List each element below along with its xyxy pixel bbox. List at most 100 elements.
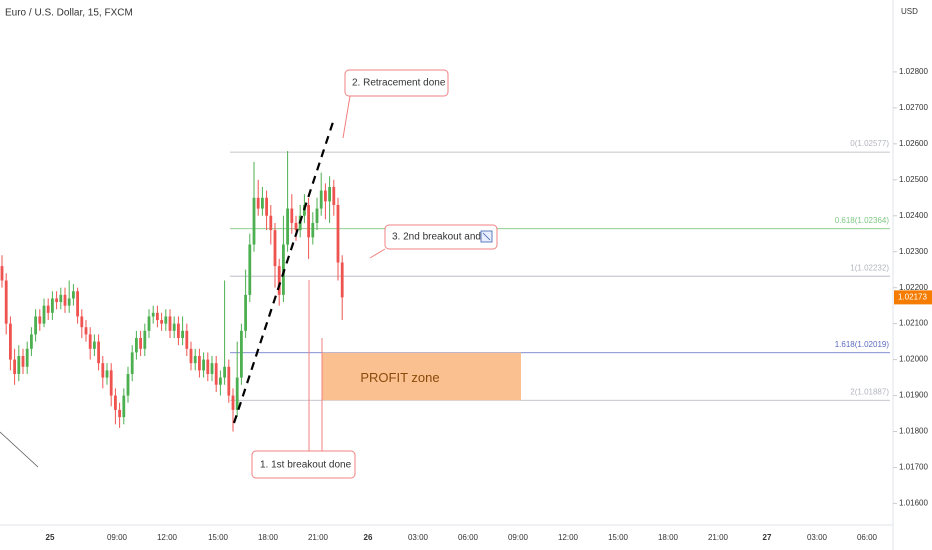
candle-body (324, 190, 327, 202)
callout-box (344, 69, 449, 97)
y-tick-label: 1.02500 (899, 175, 928, 184)
candle-body (248, 244, 252, 295)
fib-label: 1(1.02232) (850, 263, 889, 272)
callout-pointer (369, 248, 386, 259)
candle-body (30, 334, 33, 349)
y-tick-label: 1.01900 (899, 391, 928, 400)
candle-body (340, 262, 344, 298)
x-tick-label: 25 (46, 533, 55, 542)
candle-body (261, 197, 264, 209)
callout-text: 1. 1st breakout done (260, 460, 352, 471)
candle-body (67, 298, 71, 306)
x-tick-label: 21:00 (308, 533, 329, 542)
fib-label: 0.618(1.02364) (835, 216, 890, 225)
candle-body (25, 348, 29, 367)
candle-body (21, 355, 25, 367)
candle-body (307, 204, 310, 238)
candle-body (17, 355, 21, 374)
callout-text: 3. 2nd breakout and (392, 232, 481, 243)
candle-body (0, 266, 4, 281)
candle-body (55, 298, 58, 303)
y-tick-label: 1.02100 (899, 319, 928, 328)
candle-body (177, 323, 180, 339)
chart-title: Euro / U.S. Dollar, 15, FXCM (5, 8, 133, 19)
x-tick-label: 09:00 (508, 533, 529, 542)
candle-body (202, 359, 205, 371)
candle-body (303, 204, 306, 216)
candle-body (13, 359, 16, 374)
candle-body (135, 338, 138, 353)
candle-body (80, 316, 84, 328)
y-tick-label: 1.01800 (899, 427, 928, 436)
candle-body (273, 230, 277, 267)
callout-pointer (342, 95, 351, 139)
candle-body (219, 377, 222, 385)
y-tick-label: 1.02400 (899, 211, 928, 220)
candle-body (42, 305, 46, 324)
callout-icon-line (482, 232, 491, 241)
candle-body (214, 363, 218, 385)
candle-body (139, 338, 142, 349)
x-tick-label: 15:00 (208, 533, 229, 542)
candle-body (105, 370, 109, 378)
candle-body (286, 208, 289, 245)
x-tick-label: 18:00 (658, 533, 679, 542)
x-tick-label: 03:00 (408, 533, 429, 542)
x-tick-label: 09:00 (107, 533, 128, 542)
candle-body (294, 222, 298, 231)
x-tick-label: 18:00 (258, 533, 279, 542)
candle-body (109, 370, 113, 396)
candle-body (46, 305, 50, 313)
candle-body (88, 334, 92, 349)
candle-body (252, 197, 256, 245)
x-tick-label: 12:00 (558, 533, 579, 542)
candle-body (181, 330, 184, 339)
candle-body (290, 208, 294, 223)
last-price-label: 1.02173 (898, 292, 927, 301)
candle-body (319, 190, 323, 209)
candle-body (126, 373, 130, 396)
candle-body (256, 197, 260, 209)
candle-body (72, 291, 75, 299)
candle-body (168, 316, 172, 331)
candle-body (244, 294, 247, 331)
candle-body (172, 323, 176, 331)
candle-body (93, 341, 96, 349)
candle-body (269, 215, 273, 231)
candle-body (328, 186, 331, 202)
fib-label: 1.618(1.02019) (835, 340, 890, 349)
candle-body (160, 320, 163, 324)
x-tick-label: 27 (763, 533, 772, 542)
candle-body (185, 330, 189, 349)
candle-body (336, 204, 340, 263)
currency: USD (901, 7, 918, 16)
candle-body (114, 395, 117, 410)
candle-body (164, 316, 168, 324)
candle-body (332, 186, 336, 205)
candle-body (76, 291, 79, 317)
x-tick-label: 06:00 (458, 533, 479, 542)
profit-zone-label: PROFIT zone (360, 370, 439, 385)
callout-box (384, 224, 498, 250)
callout-box (251, 450, 356, 479)
candle-body (97, 341, 100, 364)
fib-label: 2(1.01887) (850, 387, 889, 396)
y-tick-label: 1.01700 (899, 463, 928, 472)
y-tick-label: 1.02300 (899, 247, 928, 256)
candle-body (101, 363, 105, 378)
last-price-tag (894, 290, 932, 305)
candle-body (9, 323, 12, 360)
x-tick-label: 21:00 (708, 533, 729, 542)
candle-body (122, 395, 126, 418)
dashed-trend (232, 121, 335, 424)
candle-body (210, 363, 214, 374)
profit-zone (322, 352, 521, 401)
candle-body (223, 366, 226, 378)
candle-body (193, 355, 197, 364)
candle-body (265, 197, 268, 216)
y-tick-label: 1.02200 (899, 283, 928, 292)
fib-label: 0(1.02577) (850, 139, 889, 148)
candle-body (84, 327, 88, 335)
